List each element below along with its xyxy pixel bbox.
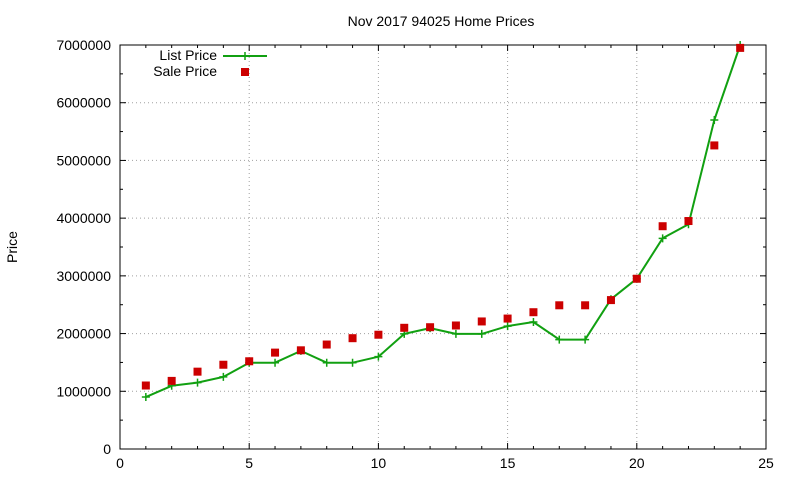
x-tick-label: 25 bbox=[758, 455, 774, 471]
y-tick-label: 5000000 bbox=[56, 152, 111, 168]
list-price-point bbox=[271, 358, 280, 367]
sale-price-point bbox=[555, 301, 564, 310]
list-price-point bbox=[193, 378, 202, 387]
sale-price-point bbox=[736, 43, 745, 52]
sale-price-point bbox=[606, 296, 615, 305]
sale-price-point bbox=[529, 308, 538, 317]
sale-price-point bbox=[503, 314, 512, 323]
x-tick-label: 0 bbox=[116, 455, 124, 471]
x-tick-label: 15 bbox=[500, 455, 516, 471]
sale-price-point bbox=[710, 141, 719, 150]
sale-price-point bbox=[271, 348, 280, 357]
series-layer bbox=[141, 41, 745, 402]
x-tick-label: 20 bbox=[629, 455, 645, 471]
list-price-point bbox=[219, 372, 228, 381]
sale-price-point bbox=[426, 323, 435, 332]
y-tick-label: 7000000 bbox=[56, 37, 111, 53]
y-tick-label: 6000000 bbox=[56, 95, 111, 111]
list-price-point bbox=[555, 335, 564, 344]
axis-ticks: 0 5 10 15 20 25 0 1000000 2000000 3000000 4000000 5… bbox=[56, 37, 774, 471]
sale-price-point bbox=[581, 301, 590, 310]
y-tick-label: 2000000 bbox=[56, 326, 111, 342]
y-tick-label: 4000000 bbox=[56, 210, 111, 226]
list-price-point bbox=[710, 116, 719, 125]
y-tick-label: 0 bbox=[103, 441, 111, 457]
sale-price-point bbox=[219, 360, 228, 369]
legend-label-sale-price: Sale Price bbox=[153, 63, 217, 79]
sale-price-point bbox=[193, 367, 202, 376]
sale-price-point bbox=[245, 357, 254, 366]
list-price-point bbox=[529, 318, 538, 327]
legend: List Price Sale Price bbox=[153, 47, 267, 79]
sale-price-point bbox=[684, 217, 693, 226]
list-price-point bbox=[348, 358, 357, 367]
list-price-point bbox=[658, 234, 667, 243]
chart-title: Nov 2017 94025 Home Prices bbox=[348, 13, 535, 29]
sale-price-point bbox=[374, 330, 383, 339]
sale-price-point bbox=[167, 376, 176, 385]
list-price-point bbox=[581, 335, 590, 344]
y-tick-label: 1000000 bbox=[56, 383, 111, 399]
sale-price-point bbox=[348, 334, 357, 343]
y-axis-label: Price bbox=[4, 231, 20, 263]
legend-label-list-price: List Price bbox=[159, 47, 217, 63]
list-price-line bbox=[145, 44, 742, 399]
list-price-point bbox=[503, 322, 512, 331]
grid bbox=[120, 45, 766, 449]
list-price-point bbox=[374, 352, 383, 361]
sale-price-point bbox=[658, 222, 667, 231]
legend-marker-sale-price bbox=[241, 68, 249, 76]
x-tick-label: 5 bbox=[245, 455, 253, 471]
list-price-point bbox=[141, 393, 150, 402]
sale-price-point bbox=[451, 321, 460, 330]
list-price-point bbox=[322, 358, 331, 367]
legend-marker-list-price bbox=[241, 52, 249, 60]
list-price-point bbox=[477, 329, 486, 338]
sale-price-point bbox=[141, 381, 150, 390]
plot-frame bbox=[119, 44, 767, 450]
list-price-point bbox=[451, 329, 460, 338]
sale-price-point bbox=[400, 323, 409, 332]
y-tick-label: 3000000 bbox=[56, 268, 111, 284]
sale-price-point bbox=[632, 274, 641, 283]
sale-price-point bbox=[296, 346, 305, 355]
x-tick-label: 10 bbox=[371, 455, 387, 471]
sale-price-point bbox=[477, 317, 486, 326]
sale-price-point bbox=[322, 340, 331, 349]
